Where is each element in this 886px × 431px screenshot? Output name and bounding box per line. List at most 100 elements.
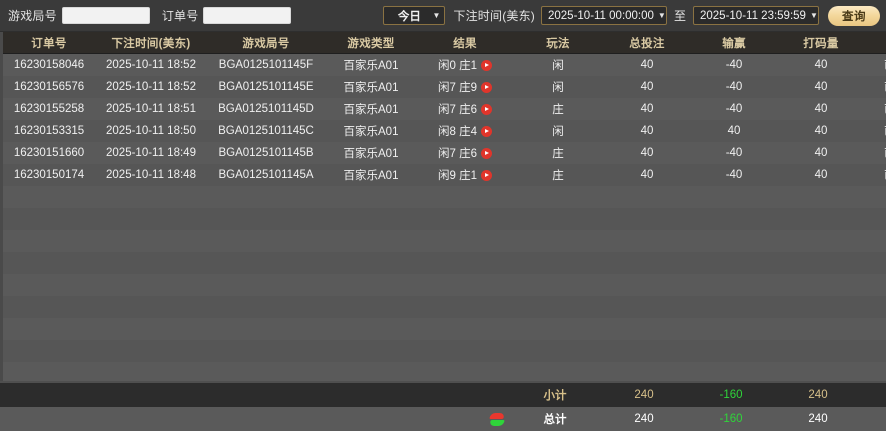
table-row[interactable]: 16230158046 2025-10-11 18:52 BGA0125101145… (3, 53, 886, 76)
cell-play: 闲 (513, 76, 603, 98)
table-row-empty (3, 318, 886, 340)
game-round-label: 游戏局号 (8, 9, 57, 23)
cell-order: 16230150174 (3, 164, 95, 186)
cell-time: 2025-10-11 18:52 (95, 53, 207, 76)
game-round-input[interactable] (61, 7, 150, 24)
table-header: 订单号 下注时间(美东) 游戏局号 游戏类型 结果 玩法 总投注 输赢 打码量 … (3, 32, 886, 54)
sync-arrow-bottom (489, 419, 505, 426)
date-preset-value: 今日 (397, 10, 421, 23)
sync-refresh-icon[interactable] (489, 412, 505, 426)
chevron-down-icon: ▼ (657, 10, 666, 20)
cell-winloss: -40 (691, 164, 777, 186)
cell-empty (3, 318, 886, 340)
play-replay-icon[interactable] (481, 81, 492, 93)
table-row-empty (3, 362, 886, 381)
subtotal-label: 小计 (510, 381, 600, 407)
cell-status: 已派彩 (865, 142, 886, 164)
grandtotal-blank (0, 407, 414, 431)
grandtotal-icon-cell (414, 407, 510, 431)
col-header-order[interactable]: 订单号 (3, 32, 95, 54)
cell-empty (3, 274, 886, 296)
col-header-winloss[interactable]: 输赢 (691, 32, 777, 54)
chevron-down-icon: ▼ (809, 10, 818, 20)
grandtotal-valid-bet: 240 (774, 407, 862, 431)
date-to-picker[interactable]: 2025-10-11 23:59:59 ▼ (693, 6, 819, 25)
table-row-empty (3, 340, 886, 362)
cell-order: 16230155258 (3, 98, 95, 120)
date-from-value: 2025-10-11 00:00:00 (547, 9, 654, 22)
cell-empty (3, 340, 886, 362)
result-text: 闲8 庄4 (438, 126, 477, 138)
grandtotal-winloss: -160 (688, 407, 774, 431)
cell-status: 已派彩 (865, 120, 886, 142)
col-header-time[interactable]: 下注时间(美东) (95, 32, 207, 54)
cell-play: 庄 (513, 142, 603, 164)
table-row[interactable]: 16230150174 2025-10-11 18:48 BGA0125101145… (3, 164, 886, 186)
subtotal-status-blank (862, 381, 886, 407)
play-replay-icon[interactable] (481, 169, 492, 181)
subtotal-total-bet: 240 (600, 381, 688, 407)
cell-gametype: 百家乐A01 (325, 142, 417, 164)
result-text: 闲7 庄9 (438, 82, 477, 94)
cell-time: 2025-10-11 18:48 (95, 164, 207, 186)
play-replay-icon[interactable] (481, 59, 492, 71)
play-replay-icon[interactable] (481, 103, 492, 115)
col-header-validbet[interactable]: 打码量 (777, 32, 865, 54)
col-header-status[interactable]: 状态 (865, 32, 886, 54)
cell-result: 闲0 庄1 (417, 53, 513, 76)
table-row[interactable]: 16230151660 2025-10-11 18:49 BGA0125101145… (3, 142, 886, 164)
order-no-input[interactable] (203, 7, 292, 24)
cell-time: 2025-10-11 18:52 (95, 76, 207, 98)
play-replay-icon[interactable] (481, 125, 492, 137)
cell-time: 2025-10-11 18:50 (95, 120, 207, 142)
cell-result: 闲7 庄9 (417, 76, 513, 98)
cell-valid-bet: 40 (777, 53, 865, 76)
table-row[interactable]: 16230155258 2025-10-11 18:51 BGA0125101145… (3, 98, 886, 120)
col-header-result[interactable]: 结果 (417, 32, 513, 54)
cell-total-bet: 40 (603, 76, 691, 98)
cell-valid-bet: 40 (777, 142, 865, 164)
cell-gametype: 百家乐A01 (325, 164, 417, 186)
cell-play: 闲 (513, 53, 603, 76)
cell-winloss: -40 (691, 98, 777, 120)
col-header-totalbet[interactable]: 总投注 (603, 32, 691, 54)
table-row[interactable]: 16230153315 2025-10-11 18:50 BGA0125101145… (3, 120, 886, 142)
records-table: 订单号 下注时间(美东) 游戏局号 游戏类型 结果 玩法 总投注 输赢 打码量 … (3, 32, 886, 381)
cell-round: BGA0125101145E (207, 76, 325, 98)
col-header-play[interactable]: 玩法 (513, 32, 603, 54)
table-row-empty (3, 296, 886, 318)
summary-table: 小计 240 -160 240 总计 240 (0, 381, 886, 431)
cell-gametype: 百家乐A01 (325, 98, 417, 120)
subtotal-winloss: -160 (688, 381, 774, 407)
cell-order: 16230158046 (3, 53, 95, 76)
col-header-gametype[interactable]: 游戏类型 (325, 32, 417, 54)
play-replay-icon[interactable] (481, 147, 492, 159)
date-preset-dropdown[interactable]: 今日 ▼ (383, 6, 446, 25)
cell-valid-bet: 40 (777, 120, 865, 142)
summary-footer: 小计 240 -160 240 总计 240 (0, 381, 886, 431)
cell-gametype: 百家乐A01 (325, 53, 417, 76)
cell-play: 庄 (513, 164, 603, 186)
cell-result: 闲9 庄1 (417, 164, 513, 186)
cell-gametype: 百家乐A01 (325, 120, 417, 142)
table-row[interactable]: 16230156576 2025-10-11 18:52 BGA0125101145… (3, 76, 886, 98)
cell-round: BGA0125101145C (207, 120, 325, 142)
cell-empty (3, 362, 886, 381)
cell-play: 闲 (513, 120, 603, 142)
bet-time-label: 下注时间(美东) (453, 9, 535, 23)
cell-order: 16230156576 (3, 76, 95, 98)
cell-empty (3, 186, 886, 208)
grandtotal-total-bet: 240 (600, 407, 688, 431)
cell-result: 闲8 庄4 (417, 120, 513, 142)
grandtotal-row: 总计 240 -160 240 (0, 407, 886, 431)
date-from-picker[interactable]: 2025-10-11 00:00:00 ▼ (540, 6, 667, 25)
query-button[interactable]: 查询 (828, 5, 880, 26)
grandtotal-label: 总计 (510, 407, 600, 431)
cell-total-bet: 40 (603, 142, 691, 164)
filter-toolbar: 游戏局号 订单号 今日 ▼ 下注时间(美东) 2025-10-11 00:00:… (0, 0, 886, 32)
cell-time: 2025-10-11 18:49 (95, 142, 207, 164)
result-text: 闲7 庄6 (438, 104, 477, 116)
col-header-round[interactable]: 游戏局号 (207, 32, 325, 54)
table-row-empty (3, 274, 886, 296)
